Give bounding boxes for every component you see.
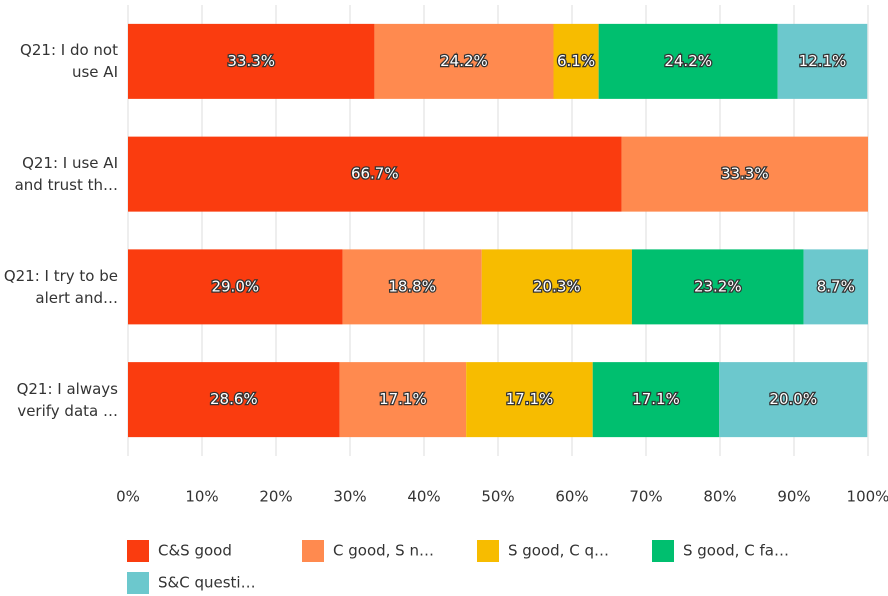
x-tick-label: 50% bbox=[481, 488, 514, 506]
bar-segment bbox=[466, 362, 593, 438]
x-tick-label: 60% bbox=[555, 488, 588, 506]
bar-segment bbox=[777, 23, 868, 99]
value-label: 24.2% bbox=[664, 52, 712, 70]
value-label: 20.0% bbox=[769, 390, 817, 408]
x-tick-label: 0% bbox=[116, 488, 140, 506]
value-label: 66.7% bbox=[351, 165, 399, 183]
value-label: 20.3% bbox=[533, 277, 581, 295]
bar-segment bbox=[481, 249, 632, 325]
bar-segment bbox=[719, 362, 868, 438]
value-label: 24.2% bbox=[440, 52, 488, 70]
value-label: 12.1% bbox=[799, 52, 847, 70]
x-tick-label: 100% bbox=[847, 488, 888, 506]
x-tick-label: 20% bbox=[259, 488, 292, 506]
bar-segment bbox=[128, 23, 375, 99]
category-label: Q21: I try to be alert and… bbox=[3, 266, 118, 307]
category-label: Q21: I do not use AI bbox=[20, 41, 118, 82]
x-tick-label: 40% bbox=[407, 488, 440, 506]
legend-label: C good, S n… bbox=[333, 542, 434, 560]
bar-segment bbox=[342, 249, 482, 325]
legend-label: C&S good bbox=[158, 542, 232, 560]
legend-swatch bbox=[477, 540, 499, 562]
x-tick-label: 80% bbox=[703, 488, 736, 506]
value-label: 33.3% bbox=[227, 52, 275, 70]
bar-segment bbox=[621, 136, 868, 212]
bar-segment bbox=[803, 249, 868, 325]
category-label: Q21: I use AI and trust th… bbox=[14, 154, 118, 195]
legend-swatch bbox=[127, 572, 149, 594]
legend-label: S good, C q… bbox=[508, 542, 609, 560]
bar-segment bbox=[592, 362, 720, 438]
x-tick-label: 10% bbox=[185, 488, 218, 506]
bar-segment bbox=[598, 23, 778, 99]
bar-segment bbox=[128, 249, 343, 325]
bar-segment bbox=[128, 362, 340, 438]
value-label: 23.2% bbox=[694, 277, 742, 295]
value-label: 33.3% bbox=[721, 165, 769, 183]
value-label: 6.1% bbox=[557, 52, 595, 70]
x-tick-label: 90% bbox=[777, 488, 810, 506]
bar-segment bbox=[339, 362, 467, 438]
value-label: 17.1% bbox=[506, 390, 554, 408]
value-label: 28.6% bbox=[210, 390, 258, 408]
value-label: 17.1% bbox=[632, 390, 680, 408]
value-label: 8.7% bbox=[817, 277, 855, 295]
bar-segment bbox=[128, 136, 622, 212]
legend-swatch bbox=[652, 540, 674, 562]
value-label: 17.1% bbox=[379, 390, 427, 408]
legend-label: S&C questi… bbox=[158, 574, 256, 592]
category-label: Q21: I always verify data … bbox=[16, 379, 118, 420]
bar-segment bbox=[631, 249, 804, 325]
value-label: 18.8% bbox=[388, 277, 436, 295]
bar-segment bbox=[553, 23, 599, 99]
legend-swatch bbox=[302, 540, 324, 562]
x-tick-label: 70% bbox=[629, 488, 662, 506]
value-label: 29.0% bbox=[211, 277, 259, 295]
legend-label: S good, C fa… bbox=[683, 542, 789, 560]
x-tick-label: 30% bbox=[333, 488, 366, 506]
legend-swatch bbox=[127, 540, 149, 562]
bar-segment bbox=[374, 23, 554, 99]
